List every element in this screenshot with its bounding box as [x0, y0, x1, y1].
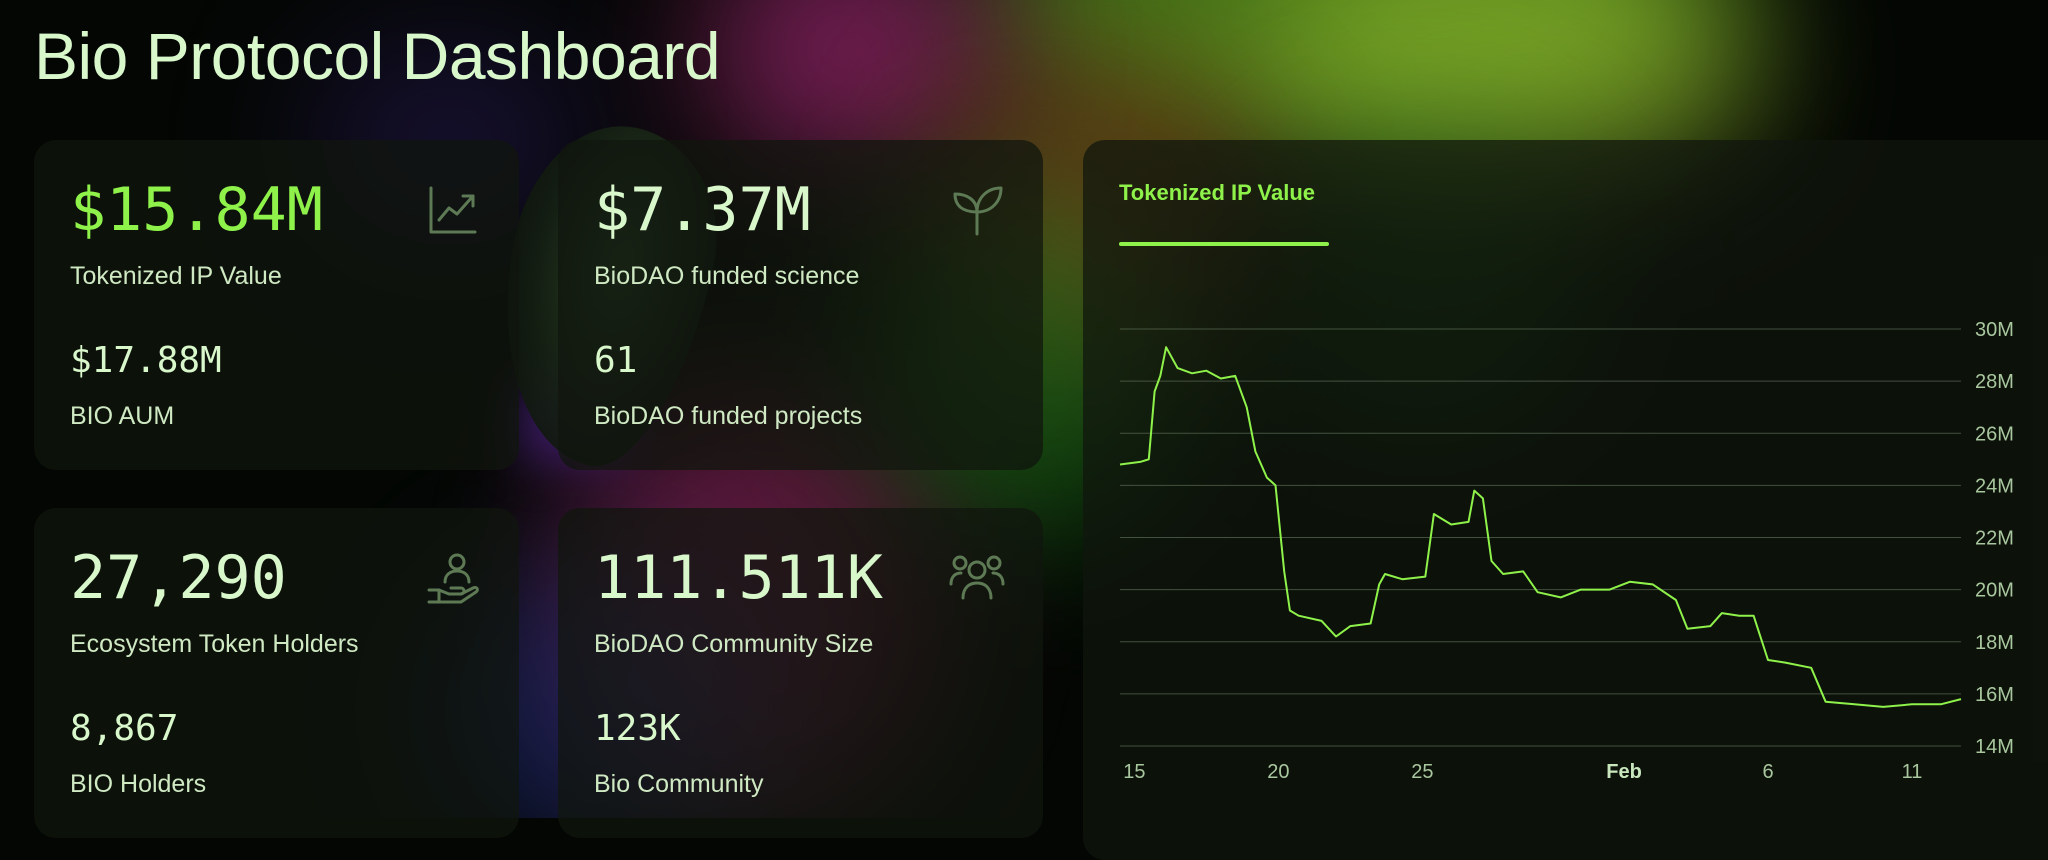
metric-label: BioDAO funded science	[594, 262, 860, 290]
metric-card-funded-science: $7.37M BioDAO funded science 61 BioDAO f…	[558, 140, 1043, 470]
trending-chart-icon	[425, 182, 481, 238]
tab-active-indicator	[1119, 242, 1329, 246]
x-tick-label: 25	[1411, 761, 1433, 783]
metric-value: $7.37M	[594, 175, 811, 245]
y-tick-label: 20M	[1975, 580, 2014, 602]
metric-label: Ecosystem Token Holders	[70, 630, 359, 658]
y-tick-label: 28M	[1975, 371, 2014, 393]
metric-label: BioDAO Community Size	[594, 630, 874, 658]
y-tick-label: 22M	[1975, 528, 2014, 550]
tab-tokenized-ip-value[interactable]: Tokenized IP Value	[1119, 180, 1316, 205]
metric-sub-label: BIO AUM	[70, 402, 175, 430]
metric-sub-value: 8,867	[70, 708, 179, 749]
metric-sub-value: 123K	[594, 708, 681, 749]
metric-label: Tokenized IP Value	[70, 262, 282, 290]
metric-sub-label: BIO Holders	[70, 770, 207, 798]
y-tick-label: 30M	[1975, 319, 2014, 341]
metric-card-token-holders: 27,290 Ecosystem Token Holders 8,867 BIO…	[34, 508, 519, 838]
page-title: Bio Protocol Dashboard	[34, 19, 721, 93]
metric-value: 27,290	[70, 543, 287, 613]
metric-sub-value: $17.88M	[70, 340, 222, 381]
hand-holding-user-icon	[425, 550, 481, 606]
y-tick-label: 26M	[1975, 423, 2014, 445]
metric-sub-label: BioDAO funded projects	[594, 402, 863, 430]
series-line-tokenized-ip-value[interactable]	[1119, 346, 1962, 708]
y-tick-label: 14M	[1975, 736, 2014, 758]
x-tick-label: 15	[1123, 761, 1145, 783]
metric-card-tokenized-ip: $15.84M Tokenized IP Value $17.88M BIO A…	[34, 140, 519, 470]
metric-value: 111.511K	[594, 543, 883, 613]
metric-sub-label: Bio Community	[594, 770, 764, 798]
x-tick-label: 20	[1267, 761, 1289, 783]
y-tick-label: 18M	[1975, 632, 2014, 654]
metric-card-community-size: 111.511K BioDAO Community Size 123K Bio …	[558, 508, 1043, 838]
line-chart: 14M 16M 18M 20M 22M 24M 26M 28M 30M 15 20 25 Feb 6 11	[1119, 319, 2014, 783]
y-tick-label: 16M	[1975, 684, 2014, 706]
metric-value: $15.84M	[70, 175, 323, 245]
sprout-leaf-icon	[949, 182, 1005, 238]
y-tick-label: 24M	[1975, 475, 2014, 497]
x-tick-label: 6	[1762, 761, 1773, 783]
x-tick-label: 11	[1902, 761, 1923, 783]
chart-card-tokenized-ip: Tokenized IP Value 14M 16M 18M 20M 22M 24M 26M…	[1083, 140, 2048, 860]
x-tick-label: Feb	[1606, 761, 1642, 783]
metric-sub-value: 61	[594, 340, 638, 381]
users-group-icon	[949, 550, 1005, 606]
